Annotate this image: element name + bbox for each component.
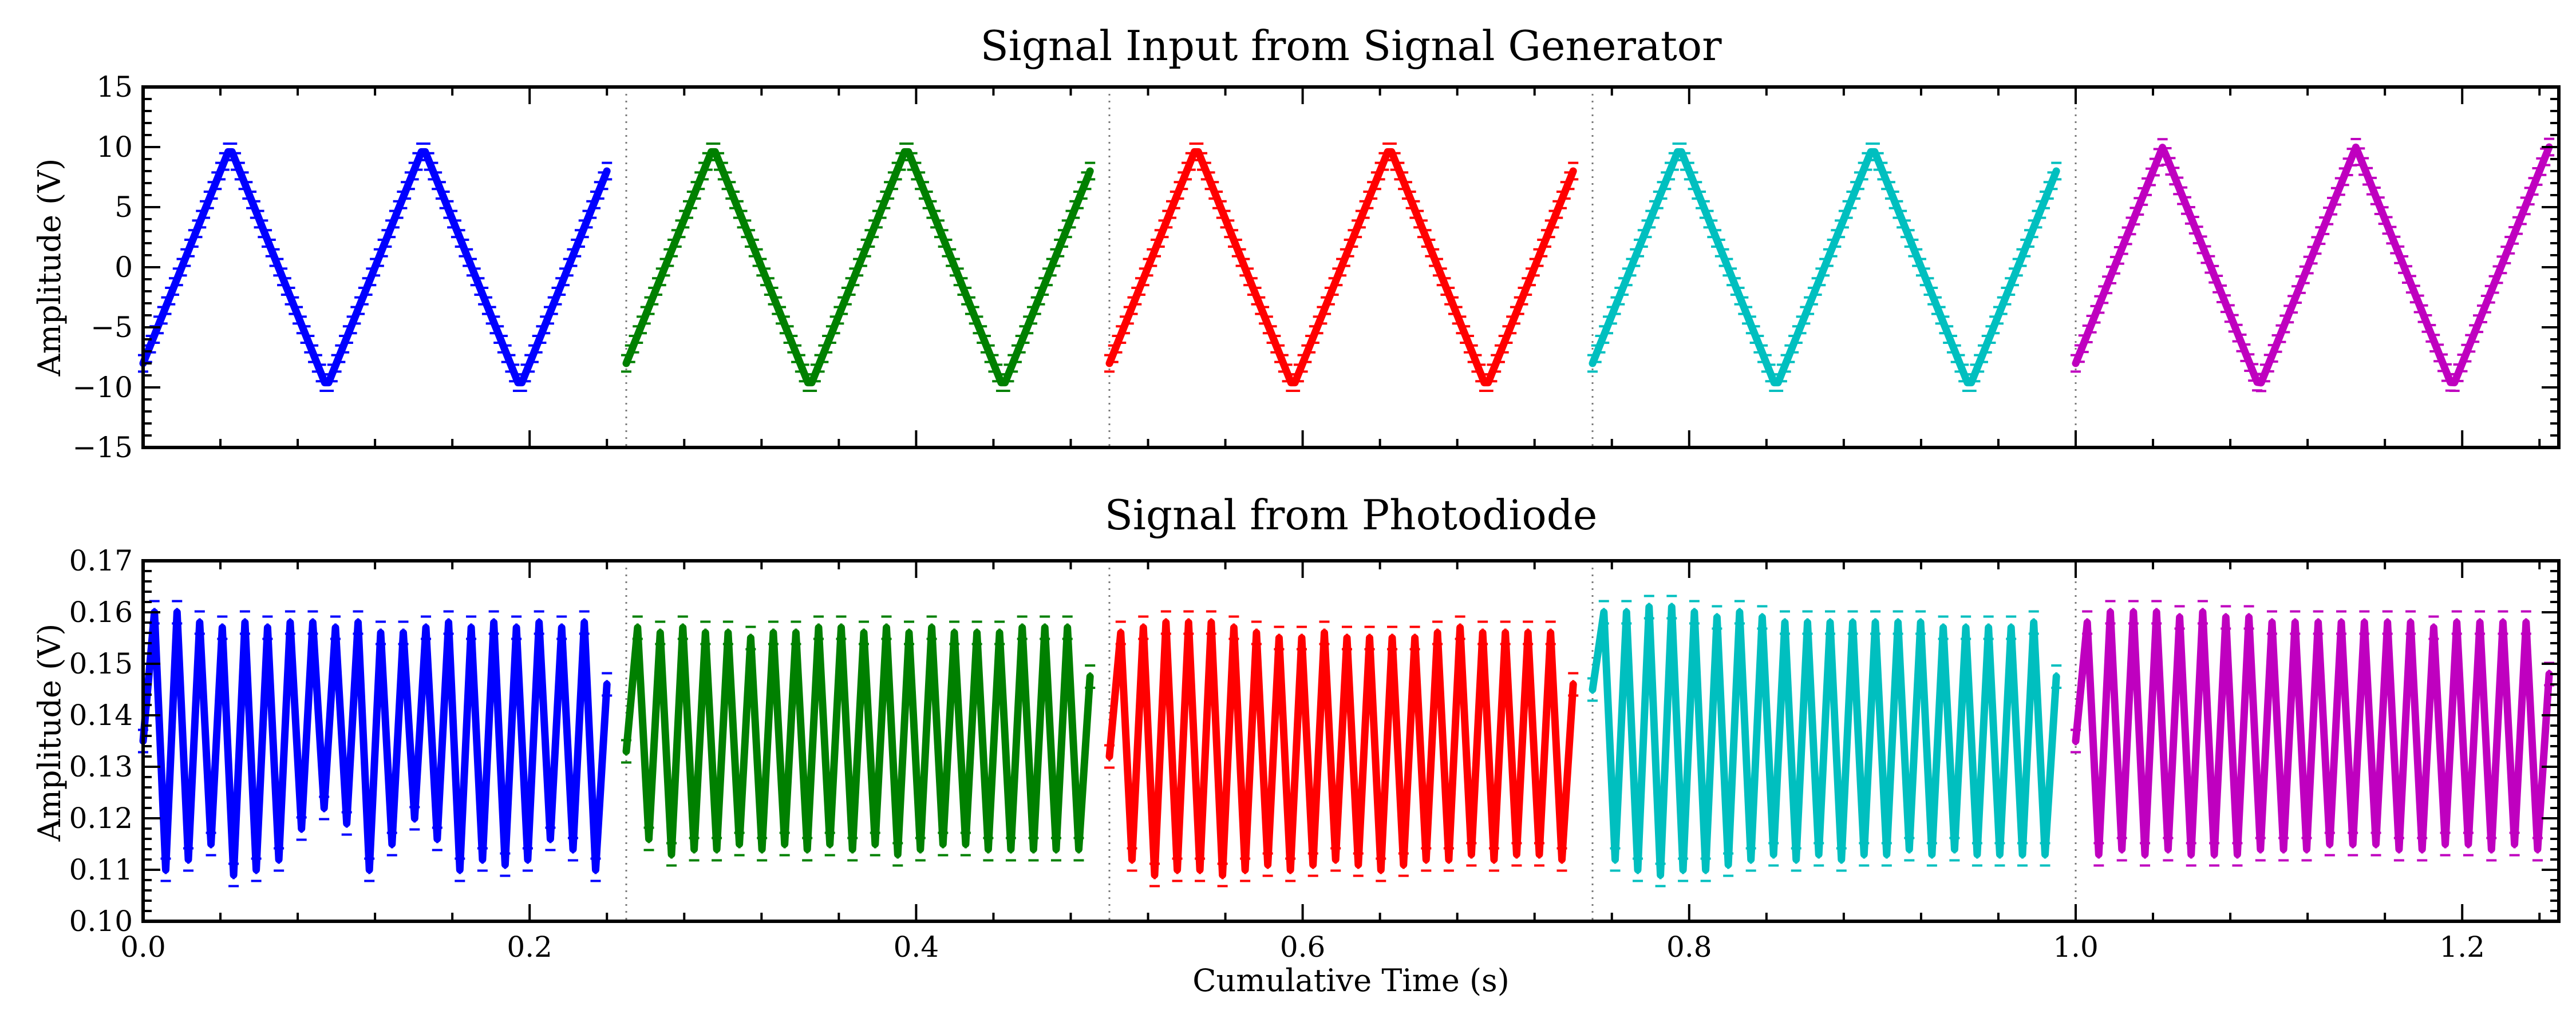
series-line	[622, 148, 1094, 387]
x-tick-label: 0.4	[894, 930, 939, 964]
chart-title: Signal from Photodiode	[1105, 491, 1598, 539]
x-tick-label: 0.2	[507, 930, 552, 964]
y-tick-label: 0.14	[69, 699, 133, 732]
y-tick-label: 0.12	[69, 802, 133, 835]
series-4	[1587, 142, 2062, 392]
axes-frame	[141, 559, 2561, 923]
y-tick-label: 5	[114, 191, 133, 224]
series-3	[1104, 142, 1579, 392]
series-2	[621, 142, 1096, 392]
y-tick-label: 0	[114, 251, 133, 284]
axes-frame	[141, 85, 2561, 449]
x-tick-label: 1.2	[2439, 930, 2485, 964]
y-tick-label: −15	[72, 431, 133, 464]
series-3	[1104, 610, 1579, 888]
series-line	[1589, 603, 2060, 879]
series-line	[1589, 148, 2060, 387]
series-line	[2072, 143, 2553, 387]
y-axis-label: Amplitude (V)	[31, 159, 68, 377]
y-tick-label: 0.15	[69, 647, 133, 680]
series-5	[2071, 137, 2555, 393]
x-tick-label: 0.6	[1280, 930, 1326, 964]
series-line	[1105, 148, 1577, 387]
series-line	[139, 608, 611, 879]
y-tick-label: −10	[72, 371, 133, 404]
series-group	[138, 137, 2555, 393]
photodiode-panel: Signal from Photodiode Amplitude (V) Cum…	[31, 491, 2561, 999]
y-axis-label: Amplitude (V)	[31, 624, 68, 842]
series-1	[138, 600, 613, 888]
segment-dividers	[625, 87, 2077, 447]
series-line	[139, 148, 611, 387]
ticks-group: −15 −10 −5 0 5 10 15	[72, 70, 2559, 464]
signal-generator-panel: Signal Input from Signal Generator Ampli…	[31, 22, 2561, 464]
series-2	[621, 615, 1096, 867]
series-line	[1105, 619, 1577, 879]
y-tick-label: 0.10	[69, 905, 133, 938]
y-tick-label: 0.13	[69, 750, 133, 783]
y-tick-label: 0.17	[69, 544, 133, 577]
series-line	[2072, 608, 2553, 858]
x-tick-label: 0.8	[1666, 930, 1712, 964]
x-axis-label: Cumulative Time (s)	[1192, 962, 1510, 999]
chart-title: Signal Input from Signal Generator	[980, 22, 1722, 70]
x-tick-label: 1.0	[2053, 930, 2099, 964]
y-tick-label: 15	[96, 70, 133, 104]
series-5	[2071, 600, 2555, 867]
series-group	[138, 595, 2555, 888]
y-tick-label: −5	[90, 311, 133, 344]
ticks-group: 0.10 0.11 0.12 0.13 0.14 0.15 0.16 0.17 0.0 0.2 0.…	[69, 544, 2559, 964]
series-1	[138, 142, 613, 392]
series-4	[1587, 595, 2062, 888]
x-tick-label: 0.0	[120, 930, 166, 964]
y-tick-label: 10	[96, 130, 133, 164]
series-line	[622, 624, 1094, 858]
y-tick-label: 0.16	[69, 596, 133, 629]
y-tick-label: 0.11	[69, 853, 133, 886]
